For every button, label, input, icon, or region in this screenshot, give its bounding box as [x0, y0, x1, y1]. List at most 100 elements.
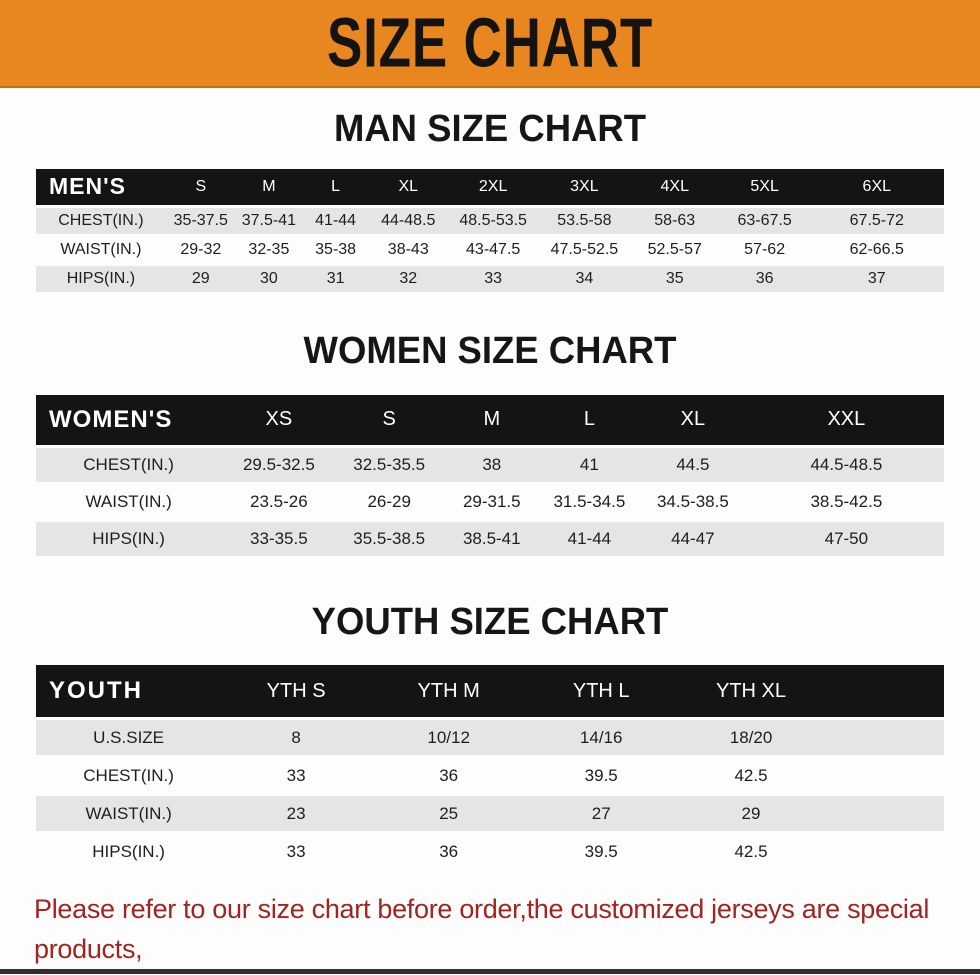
size-cell: 29-32 [165, 236, 236, 263]
mens-col-header: L [302, 168, 370, 205]
row-label: CHEST(IN.) [36, 758, 222, 794]
row-label: WAIST(IN.) [36, 796, 222, 832]
size-cell: 34.5-38.5 [637, 484, 749, 519]
size-cell: 14/16 [526, 720, 677, 756]
size-cell: 23 [221, 796, 372, 832]
size-cell: 33 [221, 834, 372, 870]
size-cell: 37 [809, 265, 944, 292]
mens-col-header: 4XL [629, 168, 720, 205]
size-cell: 34 [539, 265, 630, 292]
size-cell: 33 [221, 758, 372, 794]
size-cell: 62-66.5 [809, 236, 944, 263]
size-cell: 33-35.5 [221, 521, 337, 556]
youth-col-header: YTH L [526, 665, 677, 718]
mens-col-header: 5XL [719, 168, 810, 205]
mens-col-header: 6XL [809, 168, 944, 205]
size-cell: 38.5-42.5 [748, 484, 944, 519]
womens-col-header: M [441, 394, 542, 445]
size-cell: 35 [629, 265, 720, 292]
womens-col-header: L [541, 394, 638, 445]
size-cell: 18/20 [676, 720, 826, 756]
size-cell: 31.5-34.5 [541, 484, 638, 519]
size-cell: 29.5-32.5 [221, 447, 337, 482]
youth-col-header: YTH M [371, 665, 527, 718]
womens-waist-row: WAIST(IN.) 23.5-26 26-29 29-31.5 31.5-34… [36, 484, 944, 519]
womens-col-header: S [336, 394, 442, 445]
size-cell: 38-43 [369, 236, 448, 263]
size-cell: 41-44 [302, 207, 370, 234]
size-cell: 26-29 [336, 484, 442, 519]
man-section-heading: MAN SIZE CHART [333, 108, 647, 150]
mens-col-header: M [235, 168, 303, 205]
youth-col-header: YTH S [221, 665, 372, 718]
size-cell: 30 [235, 265, 303, 292]
size-cell: 44.5-48.5 [748, 447, 944, 482]
womens-hips-row: HIPS(IN.) 33-35.5 35.5-38.5 38.5-41 41-4… [36, 521, 944, 556]
youth-waist-row: WAIST(IN.) 23 25 27 29 [36, 796, 944, 832]
mens-hips-row: HIPS(IN.) 29 30 31 32 33 34 35 36 37 [36, 265, 944, 292]
size-cell: 53.5-58 [539, 207, 630, 234]
youth-col-header: YTH XL [676, 665, 826, 718]
size-cell: 38.5-41 [441, 521, 542, 556]
size-cell: 41 [541, 447, 638, 482]
size-cell: 63-67.5 [719, 207, 810, 234]
size-cell: 8 [221, 720, 372, 756]
womens-header-row: WOMEN'S XS S M L XL XXL [36, 394, 944, 445]
row-label: HIPS(IN.) [36, 521, 222, 556]
size-cell: 32 [369, 265, 448, 292]
disclaimer-line-1: Please refer to our size chart before or… [34, 894, 930, 964]
size-cell: 29 [165, 265, 236, 292]
size-cell: 44-47 [637, 521, 749, 556]
size-cell: 27 [526, 796, 677, 832]
size-cell: 35-37.5 [165, 207, 236, 234]
bottom-border-strip [0, 969, 980, 974]
size-cell: 42.5 [676, 758, 826, 794]
womens-col-header: XS [221, 394, 337, 445]
women-section-heading: WOMEN SIZE CHART [303, 329, 677, 372]
womens-col-header: XXL [748, 394, 944, 445]
size-cell: 42.5 [676, 834, 826, 870]
mens-col-header: XL [369, 168, 448, 205]
size-cell: 44-48.5 [369, 207, 448, 234]
mens-col-header: 2XL [447, 168, 539, 205]
banner: SIZE CHART [0, 0, 980, 88]
size-cell: 39.5 [526, 758, 677, 794]
disclaimer-text: Please refer to our size chart before or… [34, 890, 954, 975]
youth-size-table: YOUTH YTH S YTH M YTH L YTH XL U.S.SIZE … [36, 662, 944, 872]
mens-table-title: MEN'S [36, 168, 166, 205]
womens-chest-row: CHEST(IN.) 29.5-32.5 32.5-35.5 38 41 44.… [36, 447, 944, 482]
youth-table-title: YOUTH [36, 665, 222, 718]
size-cell: 29-31.5 [441, 484, 542, 519]
size-cell-spacer [825, 758, 944, 794]
size-cell: 25 [371, 796, 527, 832]
row-label: WAIST(IN.) [36, 236, 166, 263]
mens-size-table: MEN'S S M L XL 2XL 3XL 4XL 5XL 6XL CHEST… [36, 166, 944, 295]
row-label: U.S.SIZE [36, 720, 222, 756]
size-cell: 67.5-72 [809, 207, 944, 234]
size-cell: 32-35 [235, 236, 303, 263]
size-cell: 36 [371, 834, 527, 870]
youth-chest-row: CHEST(IN.) 33 36 39.5 42.5 [36, 758, 944, 794]
row-label: HIPS(IN.) [36, 834, 222, 870]
womens-table-title: WOMEN'S [36, 394, 222, 445]
size-cell: 58-63 [629, 207, 720, 234]
size-cell: 36 [719, 265, 810, 292]
size-cell: 37.5-41 [235, 207, 303, 234]
size-cell: 52.5-57 [629, 236, 720, 263]
size-cell: 33 [447, 265, 539, 292]
mens-waist-row: WAIST(IN.) 29-32 32-35 35-38 38-43 43-47… [36, 236, 944, 263]
size-cell: 44.5 [637, 447, 749, 482]
size-cell-spacer [825, 796, 944, 832]
size-cell: 43-47.5 [447, 236, 539, 263]
row-label: WAIST(IN.) [36, 484, 222, 519]
size-cell: 47-50 [748, 521, 944, 556]
womens-col-header: XL [637, 394, 749, 445]
size-cell-spacer [825, 834, 944, 870]
womens-size-table: WOMEN'S XS S M L XL XXL CHEST(IN.) 29.5-… [36, 392, 944, 559]
banner-title: SIZE CHART [326, 4, 654, 82]
size-cell: 23.5-26 [221, 484, 337, 519]
mens-chest-row: CHEST(IN.) 35-37.5 37.5-41 41-44 44-48.5… [36, 207, 944, 234]
size-cell-spacer [825, 720, 944, 756]
row-label: CHEST(IN.) [36, 447, 222, 482]
